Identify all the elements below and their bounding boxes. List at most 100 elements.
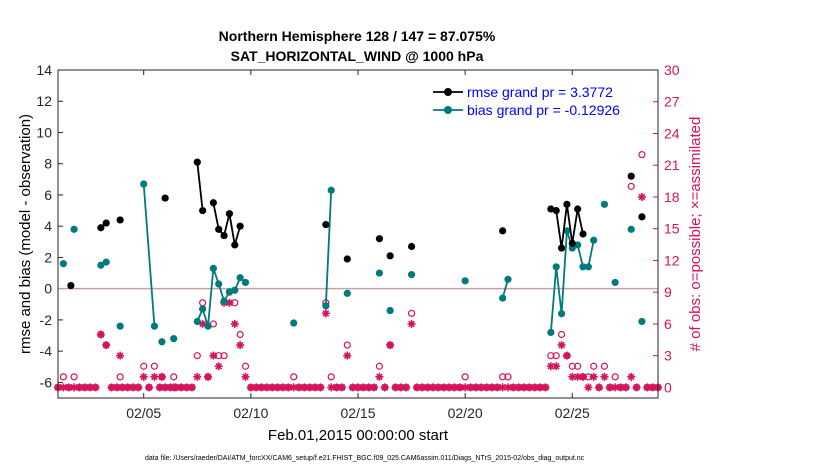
obs-assimilated-point xyxy=(157,372,166,381)
rmse-point xyxy=(552,206,560,215)
obs-assimilated-zero xyxy=(429,383,437,392)
obs-assimilated-zero xyxy=(80,383,89,392)
obs-assimilated-point xyxy=(169,383,178,392)
bias-point xyxy=(193,317,201,326)
obs-assimilated-point xyxy=(637,192,646,201)
bias-point xyxy=(407,271,416,279)
right-tick-label: 6 xyxy=(664,316,672,332)
obs-assimilated-point xyxy=(139,372,148,381)
obs-possible-point xyxy=(150,362,159,370)
bias-point xyxy=(611,278,619,287)
right-tick-label: 21 xyxy=(664,157,680,173)
plot-area xyxy=(58,70,658,398)
rmse-point xyxy=(386,252,394,260)
obs-possible-point xyxy=(611,373,619,381)
x-axis-label: Feb.01,2015 00:00:00 start xyxy=(268,427,449,444)
obs-assimilated-zero xyxy=(648,383,657,392)
obs-assimilated-point xyxy=(96,330,105,339)
obs-assimilated-zero xyxy=(412,383,421,392)
obs-assimilated-zero xyxy=(123,383,132,392)
y-tick-label: -4 xyxy=(40,343,53,359)
obs-assimilated-point xyxy=(589,372,598,381)
obs-assimilated-zero xyxy=(525,383,534,392)
bias-point xyxy=(579,263,587,271)
y-tick-label: 2 xyxy=(44,249,52,265)
obs-assimilated-zero xyxy=(359,383,368,392)
bias-point xyxy=(461,277,469,285)
obs-assimilated-zero xyxy=(64,383,73,392)
bias-point xyxy=(552,263,560,271)
right-tick-label: 0 xyxy=(664,379,672,395)
obs-possible-point xyxy=(407,309,416,317)
rmse-point xyxy=(116,216,124,224)
obs-possible-point xyxy=(557,330,566,339)
obs-assimilated-point xyxy=(198,319,207,328)
bias-point xyxy=(102,258,110,266)
obs-assimilated-zero xyxy=(418,383,427,392)
rmse-point xyxy=(574,205,582,213)
bias-point xyxy=(627,225,635,233)
obs-assimilated-zero xyxy=(621,383,630,392)
bias-point xyxy=(220,297,228,305)
obs-assimilated-point xyxy=(611,383,620,392)
x-tick-label: 02/15 xyxy=(340,405,375,421)
obs-assimilated-point xyxy=(562,351,571,360)
right-tick-label: 12 xyxy=(664,252,680,268)
obs-assimilated-zero xyxy=(311,383,320,392)
bias-series xyxy=(59,180,646,346)
bias-point xyxy=(322,302,330,310)
obs-possible-point xyxy=(638,151,646,159)
obs-possible-point xyxy=(236,330,244,339)
bias-point xyxy=(343,289,351,297)
obs-assimilated-zero xyxy=(455,383,464,392)
obs-possible-point xyxy=(327,373,335,381)
obs-assimilated-zero xyxy=(112,383,121,392)
obs-assimilated-zero xyxy=(86,383,95,392)
obs-assimilated-zero xyxy=(514,383,523,392)
obs-possible-point xyxy=(547,352,555,360)
bias-point xyxy=(199,305,207,313)
x-axis-ticks: 02/05 02/10 02/15 02/20 02/25 xyxy=(126,70,590,421)
obs-assimilated-zero xyxy=(348,383,357,392)
obs-assimilated-point xyxy=(59,383,68,392)
right-tick-label: 27 xyxy=(664,94,680,110)
obs-assimilated-zero xyxy=(643,383,652,392)
obs-assimilated-zero xyxy=(262,383,271,392)
obs-assimilated-zero xyxy=(182,383,191,392)
bias-point xyxy=(375,269,384,277)
y-tick-label: 14 xyxy=(36,62,52,78)
obs-assimilated-zero xyxy=(155,383,164,392)
bias-point xyxy=(158,338,166,346)
legend-rmse-marker xyxy=(444,88,452,96)
obs-assimilated-zero xyxy=(268,383,277,392)
bias-point xyxy=(557,310,566,318)
obs-assimilated-zero xyxy=(118,383,127,392)
obs-assimilated-point xyxy=(461,383,470,392)
obs-assimilated-zero xyxy=(364,383,373,392)
footnote: data file: /Users/raeder/DAI/ATM_forcXX/… xyxy=(145,455,585,462)
obs-assimilated-zero xyxy=(300,383,309,392)
bias-point xyxy=(215,280,223,288)
bias-point xyxy=(97,261,105,269)
rmse-point xyxy=(161,194,169,202)
obs-assimilated-zero xyxy=(450,383,459,392)
obs-possible-point xyxy=(193,352,201,360)
legend-rmse-label: rmse grand pr = 3.3772 xyxy=(467,84,613,100)
y-tick-label: 12 xyxy=(36,93,52,109)
obs-assimilated-zero xyxy=(487,383,496,392)
bias-point xyxy=(241,278,250,287)
bias-point xyxy=(116,322,124,330)
obs-assimilated-point xyxy=(386,341,395,350)
x-tick-label: 02/05 xyxy=(126,405,161,421)
bias-point xyxy=(209,264,217,272)
rmse-point xyxy=(102,219,110,227)
obs-assimilated-point xyxy=(343,351,352,360)
bias-point xyxy=(231,286,239,294)
obs-assimilated-zero xyxy=(605,383,614,392)
obs-possible-point xyxy=(499,373,507,381)
obs-assimilated-point xyxy=(552,362,561,371)
obs-assimilated-point xyxy=(70,383,79,392)
obs-assimilated-point xyxy=(407,319,416,328)
right-axis-label: # of obs: o=possible; ×=assimilated xyxy=(687,117,704,352)
